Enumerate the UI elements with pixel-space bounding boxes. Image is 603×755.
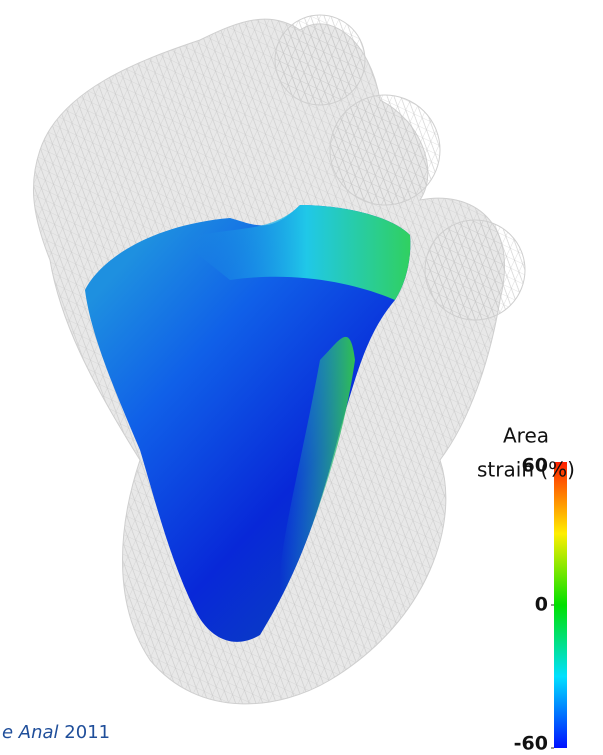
caption: e Anal 2011 <box>2 722 110 743</box>
tick-label: 60 <box>522 455 548 477</box>
ventricle <box>85 205 411 642</box>
colorbar-scale <box>554 462 567 748</box>
tick-label: -60 <box>514 733 548 755</box>
colorbar-title: strain (%) <box>477 458 575 482</box>
caption-journal: e Anal <box>2 722 59 743</box>
caption-year: 2011 <box>64 722 110 743</box>
colorbar-title: Area <box>503 424 549 448</box>
tick-label: 0 <box>535 594 548 616</box>
colorbar: Area strain (%)60 0 -60 <box>477 424 575 755</box>
